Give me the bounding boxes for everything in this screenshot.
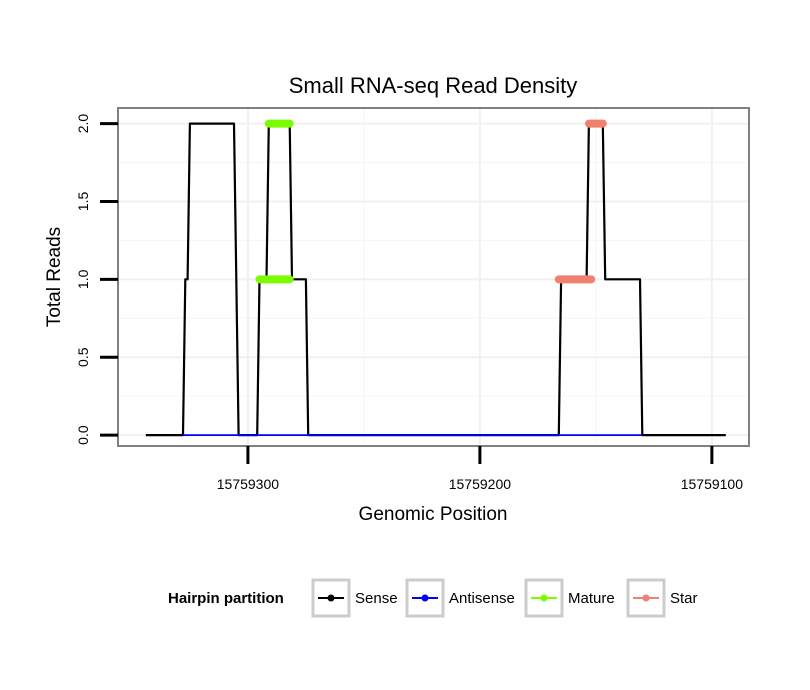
grid-minor xyxy=(118,108,749,446)
y-tick-label: 1.0 xyxy=(75,269,91,289)
legend-key-point xyxy=(540,594,548,602)
legend-label-star: Star xyxy=(670,590,698,607)
legend-items: Sense Antisense Mature Star xyxy=(311,578,698,618)
legend-key-point xyxy=(642,594,650,602)
chart-title: Small RNA-seq Read Density xyxy=(289,73,578,98)
plot-panel xyxy=(118,108,749,446)
x-tick-label: 15759200 xyxy=(449,476,512,492)
legend-title: Hairpin partition xyxy=(168,590,284,607)
legend-key-point xyxy=(421,594,429,602)
x-tick-label: 15759100 xyxy=(681,476,744,492)
series-line-sense xyxy=(145,122,726,437)
y-axis-ticks: 0.0 0.5 1.0 1.5 2.0 xyxy=(75,114,118,445)
y-tick-label: 2.0 xyxy=(75,114,91,134)
y-tick-label: 0.0 xyxy=(75,425,91,445)
y-tick-label: 0.5 xyxy=(75,347,91,367)
x-axis-title: Genomic Position xyxy=(359,504,508,525)
legend-label-mature: Mature xyxy=(568,590,615,607)
legend-label-antisense: Antisense xyxy=(449,590,515,607)
y-axis-title: Total Reads xyxy=(44,227,65,327)
y-tick-label: 1.5 xyxy=(75,192,91,212)
legend-key-box xyxy=(524,578,564,618)
legend: Hairpin partition Sense Antisense Mature St… xyxy=(168,578,698,618)
x-axis-ticks: 15759300 15759200 15759100 xyxy=(217,446,743,492)
legend-key-point xyxy=(327,594,335,602)
x-tick-label: 15759300 xyxy=(217,476,280,492)
legend-label-sense: Sense xyxy=(355,590,398,607)
plot-border xyxy=(117,107,750,447)
series-layer xyxy=(145,119,726,437)
